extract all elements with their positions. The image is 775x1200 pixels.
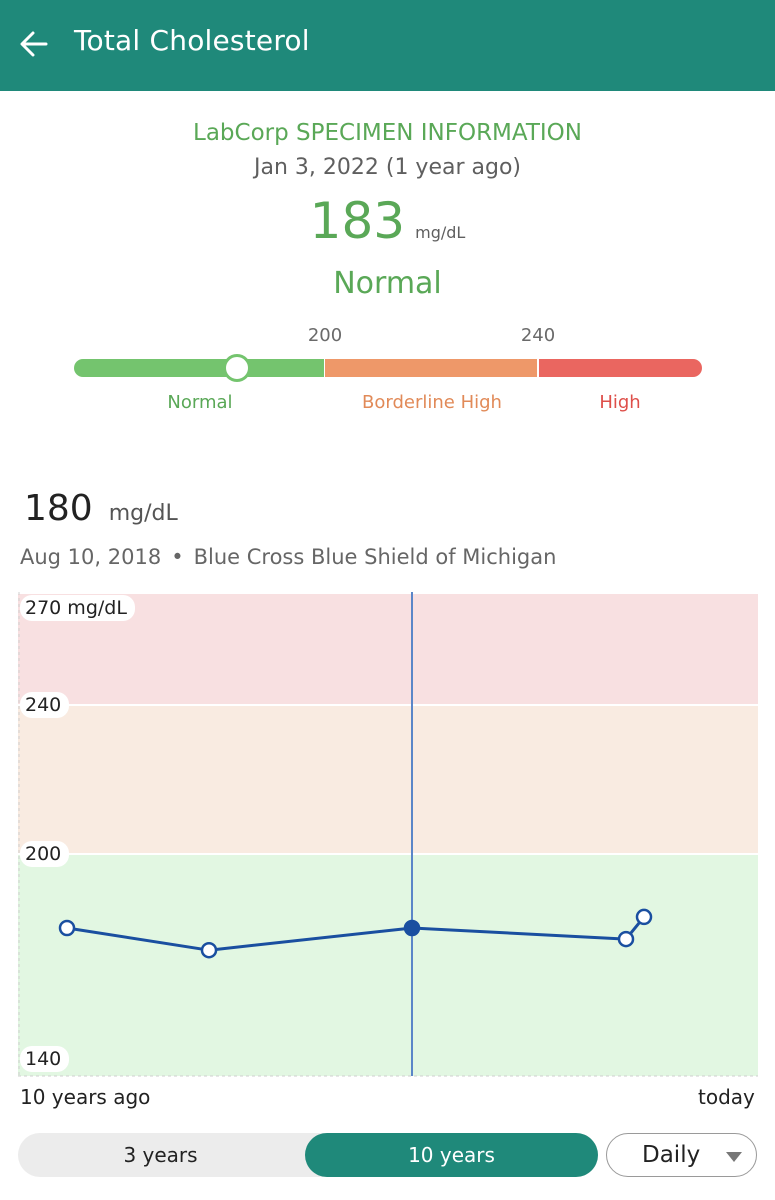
selected-meta: Aug 10, 2018 • Blue Cross Blue Shield of M… — [20, 545, 556, 569]
range-label-borderline: Borderline High — [362, 392, 502, 413]
specimen-date: Jan 3, 2022 (1 year ago) — [253, 155, 521, 180]
range-label-high: High — [599, 392, 641, 413]
selected-reading: 180 mg/dL — [24, 488, 178, 529]
chart-band-0 — [18, 854, 758, 1076]
latest-value: 183 — [309, 192, 406, 250]
page-title: Total Cholesterol — [74, 24, 310, 57]
interval-dropdown[interactable]: Daily — [606, 1133, 757, 1177]
chart-band-2 — [18, 594, 758, 705]
range-value-marker — [223, 354, 251, 382]
range-scale: 200 240 Normal Borderline High High — [74, 325, 702, 420]
x-label-end: today — [698, 1085, 755, 1109]
chart-canvas — [18, 592, 758, 1077]
range-bar-borderline — [325, 359, 537, 377]
caret-down-icon — [726, 1152, 742, 1162]
range-bar-normal — [74, 359, 324, 377]
range-tick-200: 200 — [307, 325, 343, 346]
x-label-start: 10 years ago — [20, 1085, 151, 1109]
y-label-140: 140 — [20, 1046, 70, 1072]
y-label-200: 200 — [20, 841, 70, 867]
top-app-bar: Total Cholesterol — [0, 0, 775, 91]
latest-unit: mg/dL — [415, 223, 466, 242]
selected-value: 180 — [24, 488, 93, 529]
data-point — [635, 908, 653, 926]
back-button[interactable] — [14, 22, 54, 66]
separator-dot: • — [171, 545, 184, 569]
arrow-left-icon — [20, 31, 48, 57]
range-label-normal: Normal — [167, 392, 233, 413]
history-chart[interactable]: 270 mg/dL 240 200 140 — [18, 592, 758, 1078]
range-segmented-control: 3 years 10 years — [18, 1133, 598, 1177]
selected-source: Blue Cross Blue Shield of Michigan — [193, 545, 557, 569]
data-point — [617, 930, 635, 948]
range-bar-high — [539, 359, 702, 377]
interval-value: Daily — [642, 1142, 701, 1168]
range-option-3-years[interactable]: 3 years — [123, 1143, 198, 1167]
range-tick-240: 240 — [520, 325, 556, 346]
specimen-source-title: LabCorp SPECIMEN INFORMATION — [193, 120, 582, 146]
latest-value-row: 183 mg/dL — [0, 192, 775, 250]
range-option-10-years[interactable]: 10 years — [305, 1133, 598, 1177]
y-label-240: 240 — [20, 692, 70, 718]
chart-band-1 — [18, 705, 758, 854]
status-label: Normal — [333, 266, 442, 301]
data-point-selected — [403, 919, 421, 937]
selected-unit: mg/dL — [108, 501, 178, 526]
selected-date: Aug 10, 2018 — [20, 545, 162, 569]
data-point — [58, 919, 76, 937]
y-label-270: 270 mg/dL — [20, 595, 135, 621]
data-point — [200, 941, 218, 959]
